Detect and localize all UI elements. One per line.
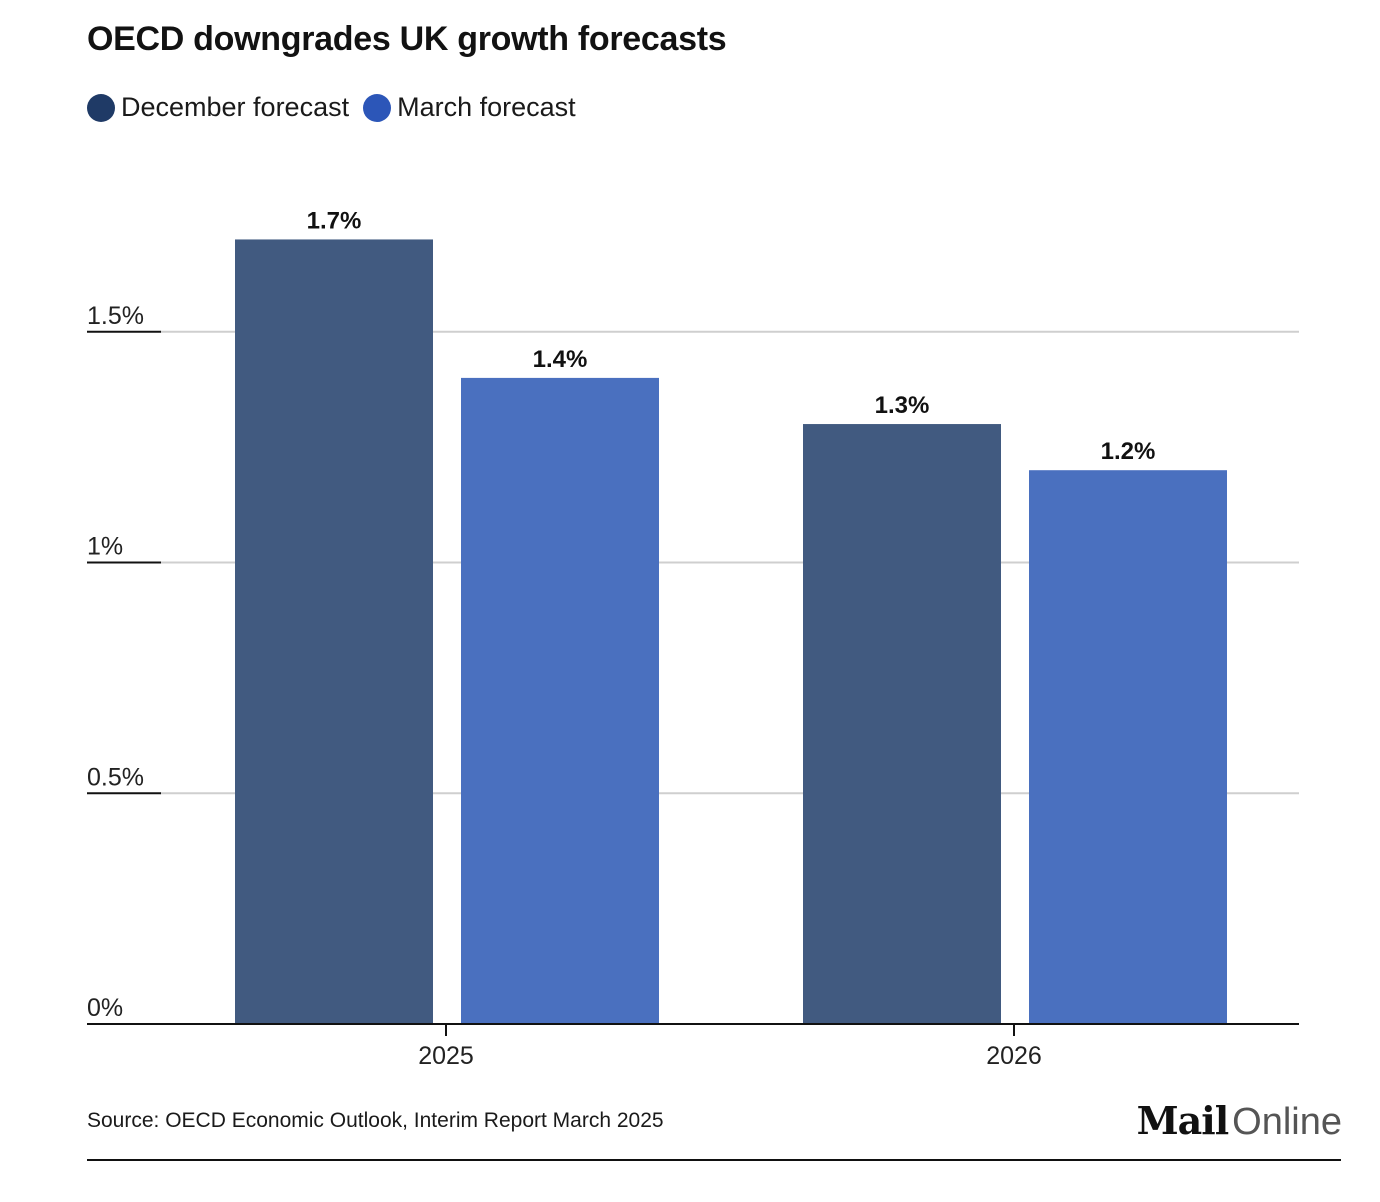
y-tick-label-0: 0% — [87, 994, 123, 1022]
legend: December forecast March forecast — [87, 92, 590, 123]
data-label-march-2025: 1.4% — [533, 346, 588, 373]
footer-divider — [87, 1159, 1341, 1161]
source-note: Source: OECD Economic Outlook, Interim R… — [87, 1109, 664, 1132]
legend-item-march: March forecast — [363, 92, 576, 123]
legend-label-december: December forecast — [121, 92, 350, 122]
legend-swatch-december — [87, 93, 115, 122]
x-tick-label-2025: 2025 — [418, 1042, 474, 1070]
bar-march-2025 — [461, 377, 659, 1024]
logo-online-text: Online — [1232, 1101, 1342, 1143]
bar-march-2026 — [1029, 470, 1227, 1024]
y-tick-label-2: 1% — [87, 533, 123, 561]
bar-chart: 0% 0.5% 1% 1.5% 1.7% 1.4% 2025 1.3% 1.2% 2026 — [87, 207, 1299, 1070]
logo-mail-text: Mail — [1136, 1098, 1230, 1143]
legend-item-december: December forecast — [87, 92, 349, 123]
bar-december-2025 — [235, 239, 433, 1024]
x-tick-label-2026: 2026 — [986, 1042, 1042, 1070]
y-tick-label-3: 1.5% — [87, 302, 144, 330]
legend-label-march: March forecast — [397, 92, 576, 122]
legend-swatch-march — [363, 93, 392, 122]
data-label-march-2026: 1.2% — [1101, 438, 1156, 465]
data-label-december-2025: 1.7% — [307, 207, 362, 234]
chart-title: OECD downgrades UK growth forecasts — [87, 20, 727, 58]
y-tick-label-1: 0.5% — [87, 763, 144, 791]
bar-december-2026 — [803, 424, 1001, 1024]
mailonline-logo: Mail Online — [1137, 1098, 1342, 1144]
data-label-december-2026: 1.3% — [875, 392, 930, 419]
